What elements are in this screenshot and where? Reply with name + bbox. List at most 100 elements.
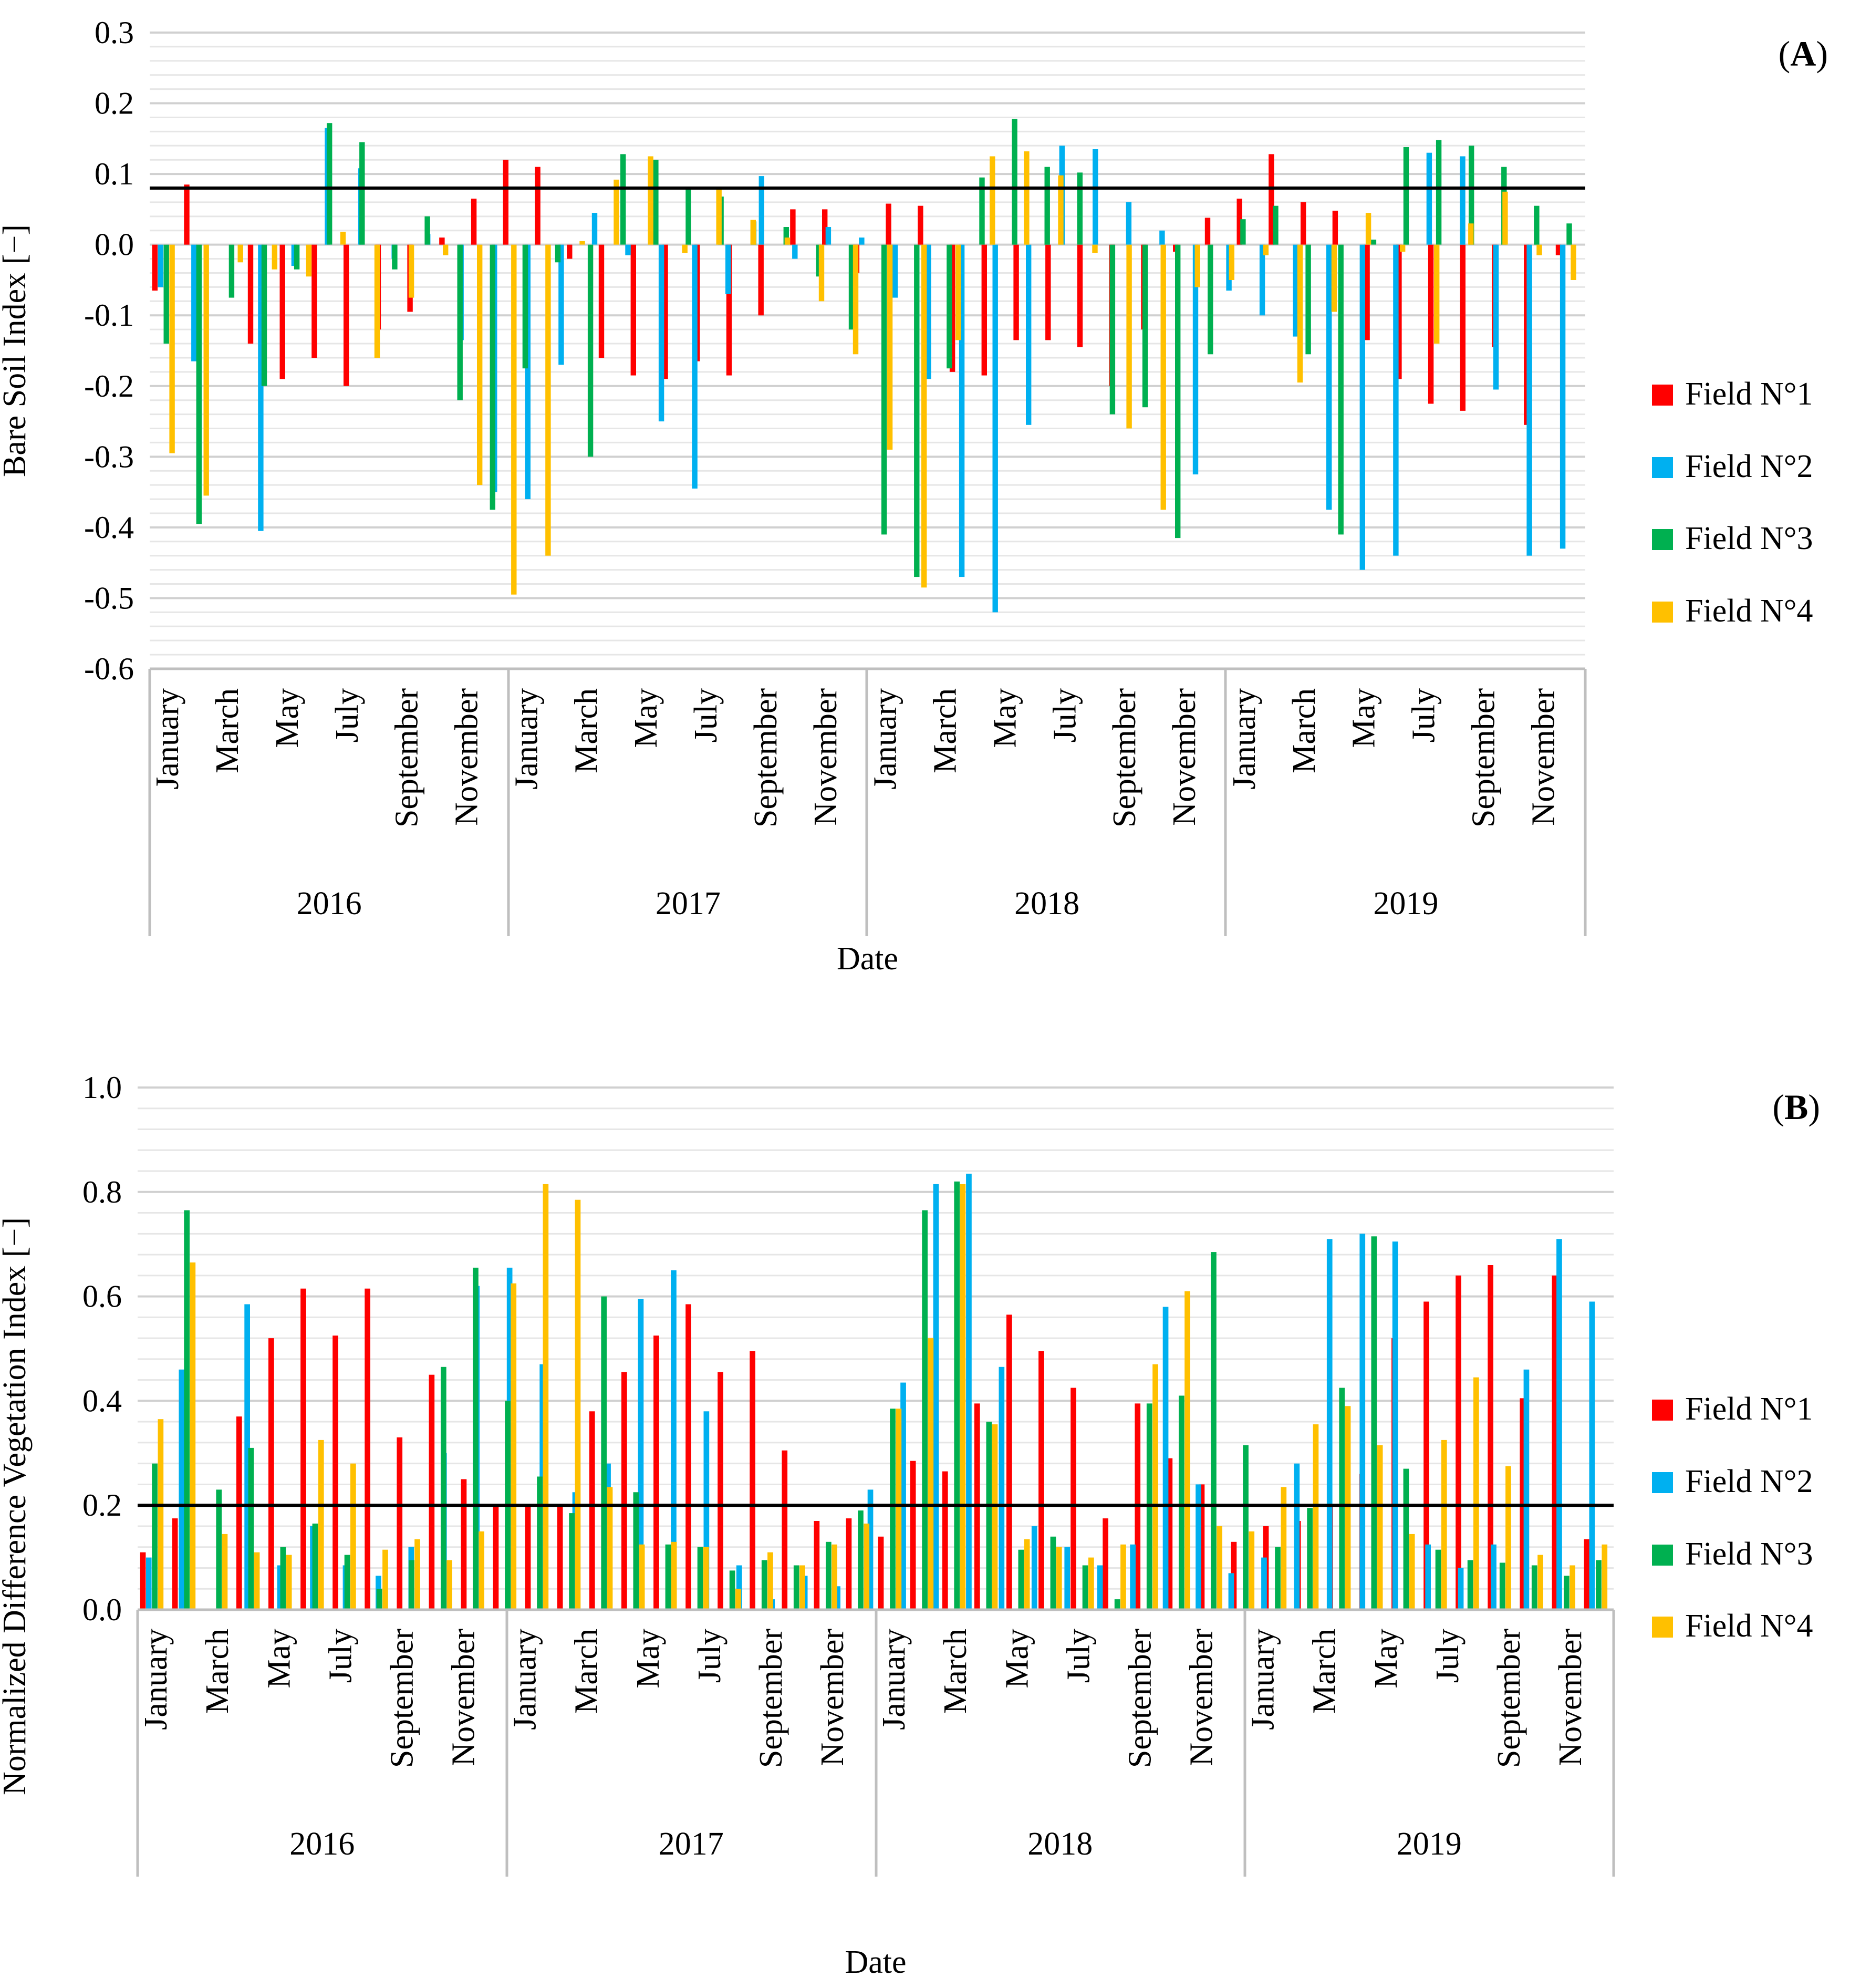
bar-field2 [1026,244,1032,425]
bar-field3 [555,244,561,263]
bar-field2 [1326,1239,1333,1610]
month-label: July [1430,1629,1466,1683]
bar-field3 [1307,1508,1313,1610]
bar-field1 [1199,1484,1205,1610]
bar-field1 [1555,244,1562,255]
bar-field3 [1179,1395,1184,1610]
bar-field4 [682,244,688,253]
bar-field1 [279,244,285,379]
month-label: July [688,688,724,742]
bar-field3 [1082,1565,1088,1610]
bar-field4 [832,1544,837,1610]
y-tick-label: -0.1 [84,298,134,333]
month-label: July [323,1629,358,1683]
bar-field2 [859,237,865,245]
year-label: 2017 [659,1826,724,1862]
bar-field3 [665,1544,671,1610]
month-label: July [329,688,365,742]
bar-field1 [268,1338,274,1610]
bar-field4 [1297,244,1303,383]
bar-field4 [767,1552,773,1610]
bar-field1 [1428,244,1434,404]
bar-field3 [294,244,300,270]
y-tick-label: 0.2 [95,86,134,121]
bar-field2 [1523,1369,1530,1610]
month-label: July [1406,688,1442,742]
bar-field1 [397,1437,403,1610]
month-label: May [1368,1629,1404,1689]
bar-field3 [152,1463,158,1610]
bar-field4 [960,1184,966,1610]
bar-field4 [1571,244,1576,280]
bar-field1 [1488,1265,1493,1610]
bar-field3 [1211,1252,1217,1610]
bar-field2 [725,244,731,294]
bar-field3 [881,244,887,535]
bar-field2 [1460,156,1466,245]
bar-field4 [648,156,653,245]
y-tick-label: 0.8 [82,1175,122,1209]
bar-field3 [312,1524,318,1610]
bar-field2 [1526,244,1532,556]
bar-field1 [503,160,508,245]
y-tick-label: 0.1 [95,157,134,191]
bar-field4 [1126,244,1132,429]
legend-entry: Field N°1 [1685,1391,1813,1427]
bar-field4 [716,189,722,245]
bar-field3 [327,123,332,245]
month-label: November [449,688,485,826]
bar-field4 [607,1487,613,1610]
bar-field2 [1326,244,1332,510]
bar-field1 [1070,1388,1076,1610]
bar-field1 [1204,218,1211,245]
bar-field2 [966,1174,972,1610]
month-label: May [999,1629,1035,1689]
month-label: May [630,1629,666,1689]
month-label: September [1107,688,1142,827]
bar-field4 [579,241,585,245]
legend-swatch [1652,1617,1673,1638]
bar-field4 [575,1199,581,1610]
bar-field1 [814,1521,820,1610]
bar-field4 [1400,244,1406,252]
bar-field3 [1114,1599,1120,1610]
bar-field2 [145,1557,152,1610]
bar-field2 [1226,244,1232,291]
bar-field2 [638,1299,644,1610]
month-label: September [753,1629,789,1768]
year-label: 2017 [656,886,721,921]
bar-field3 [922,1210,928,1610]
bar-field3 [163,244,169,344]
year-label: 2019 [1397,1826,1462,1862]
bar-field3 [1499,1562,1505,1610]
bar-field1 [1045,244,1051,340]
bar-field3 [1044,167,1050,245]
bar-field2 [1294,1463,1300,1610]
bar-field2 [1556,1239,1562,1610]
bar-field3 [490,244,495,510]
bar-field4 [1024,151,1030,245]
bar-field2 [1392,1241,1398,1610]
bar-field3 [1339,1388,1345,1610]
bar-field4 [1263,244,1269,255]
y-tick-label: -0.5 [84,581,134,615]
bar-field1 [822,209,828,245]
bar-field3 [858,1510,864,1610]
bar-field4 [784,237,791,245]
bar-field3 [979,177,985,245]
bar-field1 [535,167,541,245]
bar-field3 [1175,244,1181,539]
bar-field3 [1596,1560,1602,1610]
panel-letter: A [1790,34,1816,74]
bar-field1 [1236,199,1242,245]
bar-field2 [1093,149,1098,245]
bar-field3 [1077,172,1083,245]
legend-swatch [1652,602,1673,623]
year-label: 2016 [289,1826,355,1862]
bar-field4 [1024,1539,1030,1610]
bar-field3 [1564,1576,1570,1610]
bar-field2 [692,244,698,489]
bar-field2 [1159,230,1165,245]
bar-field1 [1584,1539,1590,1610]
